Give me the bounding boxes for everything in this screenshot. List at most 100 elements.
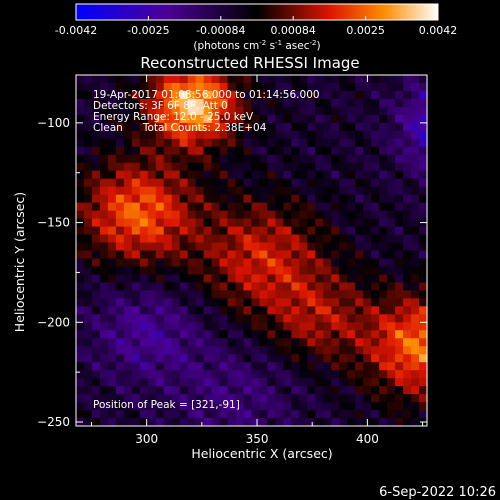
heatmap-cell [227, 242, 237, 252]
heatmap-cell [211, 114, 221, 124]
heatmap-cell [291, 338, 300, 347]
heatmap-cell [195, 154, 205, 164]
heatmap-cell [83, 378, 93, 387]
heatmap-cell [203, 162, 213, 172]
heatmap-cell [339, 98, 348, 108]
heatmap-cell [195, 410, 205, 419]
heatmap-cell [115, 250, 125, 260]
heatmap-cell [395, 218, 404, 228]
heatmap-cell [363, 138, 372, 148]
heatmap-cell [235, 146, 245, 156]
heatmap-cell [179, 106, 189, 116]
colorbar-tick-label: -0.00084 [196, 24, 245, 37]
heatmap-cell [211, 210, 221, 220]
heatmap-cell [411, 386, 420, 395]
heatmap-cell [227, 75, 237, 84]
heatmap-cell [419, 194, 428, 204]
heatmap-cell [291, 378, 300, 387]
heatmap-cell [291, 226, 300, 236]
heatmap-cell [76, 242, 85, 252]
heatmap-cell [227, 90, 237, 100]
heatmap-cell [323, 98, 332, 108]
heatmap-cell [363, 314, 372, 323]
heatmap-cell [131, 234, 141, 244]
heatmap-cell [131, 178, 141, 188]
heatmap-cell [171, 290, 181, 299]
heatmap-cell [267, 122, 277, 132]
heatmap-cell [235, 170, 245, 180]
heatmap-cell [107, 250, 117, 260]
heatmap-cell [219, 402, 229, 411]
heatmap-cell [83, 330, 93, 339]
heatmap-cell [171, 106, 181, 116]
heatmap-cell [99, 178, 109, 188]
heatmap-cell [76, 338, 85, 347]
heatmap-cell [163, 202, 173, 212]
heatmap-cell [195, 162, 205, 172]
heatmap-cell [147, 90, 157, 100]
heatmap-cell [155, 98, 165, 108]
heatmap-cell [163, 298, 173, 307]
heatmap-cell [163, 266, 173, 276]
heatmap-cell [331, 330, 340, 339]
heatmap-cell [323, 298, 332, 307]
heatmap-cell [211, 410, 221, 419]
heatmap-cell [387, 75, 396, 84]
heatmap-cell [267, 130, 277, 140]
heatmap-cell [187, 130, 197, 140]
heatmap-cell [323, 106, 332, 116]
heatmap-cell [291, 290, 300, 299]
heatmap-cell [227, 202, 237, 212]
heatmap-cell [243, 226, 253, 236]
heatmap-cell [227, 418, 237, 427]
heatmap-cell [339, 106, 348, 116]
heatmap-cell [123, 82, 133, 92]
heatmap-cell [371, 298, 380, 307]
heatmap-cell [195, 378, 205, 387]
heatmap-cell [179, 178, 189, 188]
heatmap-cell [331, 418, 340, 427]
heatmap-cell [219, 378, 229, 387]
heatmap-cell [99, 338, 109, 347]
heatmap-cell [171, 298, 181, 307]
heatmap-cell [219, 362, 229, 371]
heatmap-cell [395, 258, 404, 268]
heatmap-cell [339, 210, 348, 220]
heatmap-cell [147, 210, 157, 220]
heatmap-cell [387, 258, 396, 268]
heatmap-cell [76, 170, 85, 180]
heatmap-cell [155, 410, 165, 419]
heatmap-cell [355, 330, 364, 339]
heatmap-cell [243, 386, 253, 395]
heatmap-cell [371, 234, 380, 244]
heatmap-cell [243, 146, 253, 156]
heatmap-cell [387, 226, 396, 236]
heatmap-cell [155, 122, 165, 132]
heatmap-cell [243, 250, 253, 260]
heatmap-cell [363, 154, 372, 164]
heatmap-cell [355, 130, 364, 140]
heatmap-cell [115, 258, 125, 268]
heatmap-cell [115, 90, 125, 100]
heatmap-cell [395, 210, 404, 220]
heatmap-cell [219, 282, 229, 291]
heatmap-cell [339, 298, 348, 307]
heatmap-cell [107, 210, 117, 220]
heatmap-cell [219, 410, 229, 419]
heatmap-cell [99, 290, 109, 299]
heatmap-cell [155, 402, 165, 411]
heatmap-cell [76, 274, 85, 284]
heatmap-cell [203, 338, 213, 347]
heatmap-cell [219, 138, 229, 148]
heatmap-cell [323, 210, 332, 220]
heatmap-cell [76, 146, 85, 156]
heatmap-cell [203, 178, 213, 188]
heatmap-cell [123, 410, 133, 419]
heatmap-cell [323, 378, 332, 387]
heatmap-cell [131, 386, 141, 395]
heatmap-cell [187, 106, 197, 116]
heatmap-cell [187, 162, 197, 172]
heatmap-cell [379, 266, 388, 276]
heatmap-cell [379, 186, 388, 196]
heatmap-cell [403, 250, 412, 260]
